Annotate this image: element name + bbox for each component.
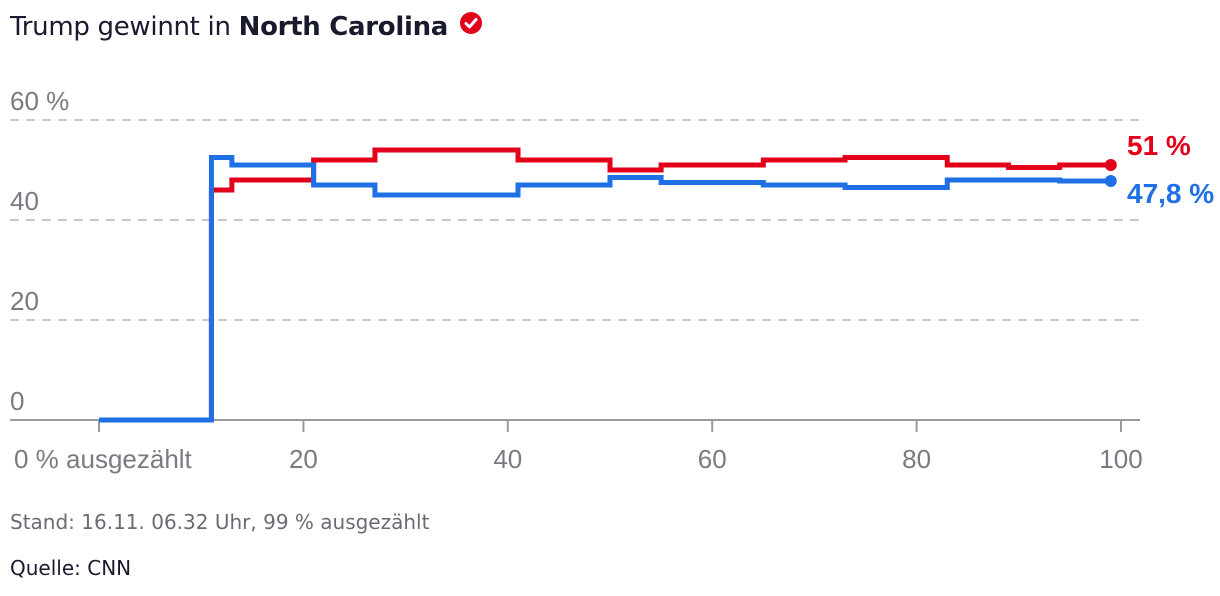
- series-end-dot-1: [1104, 175, 1117, 187]
- series-end-dot-0: [1104, 159, 1117, 171]
- x-tick-label-20: 20: [289, 444, 318, 474]
- series-line-1: [99, 155, 1111, 423]
- y-tick-label-0: 0: [10, 386, 24, 416]
- source-text: Quelle: CNN: [10, 556, 132, 580]
- title-state: North Carolina: [238, 12, 449, 42]
- y-tick-label-40: 40: [10, 186, 39, 216]
- series-line-0: [99, 147, 1111, 423]
- election-chart: 0 20 40 60 % 0 % ausgezählt 20 40 60 80 100 51 % 47…: [10, 86, 1214, 474]
- title-prefix: Trump gewinnt in: [10, 12, 231, 42]
- series-end-label-0: 51 %: [1127, 130, 1191, 161]
- x-tick-label-80: 80: [902, 444, 931, 474]
- series-end-label-1: 47,8 %: [1127, 178, 1214, 209]
- x-tick-label-40: 40: [493, 444, 522, 474]
- x-tick-label-100: 100: [1099, 444, 1142, 474]
- status-text: Stand: 16.11. 06.32 Uhr, 99 % ausgezählt: [10, 510, 430, 534]
- x-tick-label-60: 60: [698, 444, 727, 474]
- checkmark-circle-icon: [460, 12, 483, 34]
- chart-title: Trump gewinnt in North Carolina: [10, 12, 483, 42]
- y-tick-label-60: 60 %: [10, 86, 69, 116]
- y-tick-label-20: 20: [10, 286, 39, 316]
- x-tick-label-0: 0 % ausgezählt: [14, 444, 193, 474]
